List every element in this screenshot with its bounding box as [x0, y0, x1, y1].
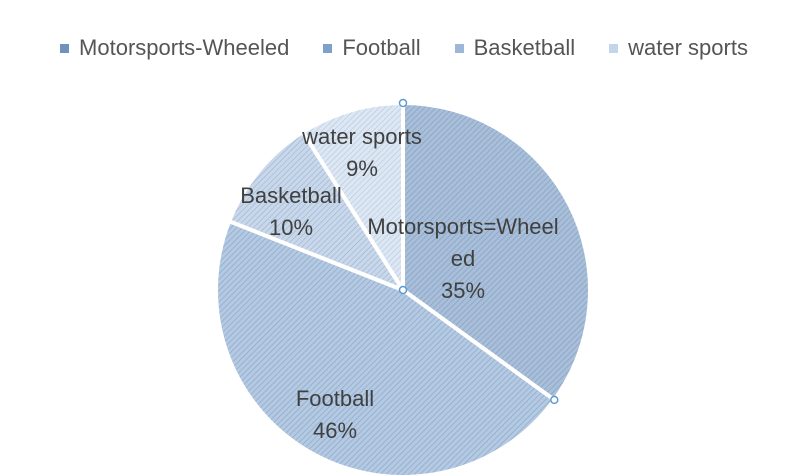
- slice-label-line: 35%: [441, 278, 485, 303]
- selection-handle[interactable]: [398, 98, 408, 108]
- slice-label-line: 10%: [269, 215, 313, 240]
- slice-labels: Motorsports=Wheel ed 35% Football 46% Basketb…: [240, 124, 558, 443]
- slice-label-motorsports: Motorsports=Wheel ed 35%: [367, 214, 558, 303]
- slice-label-line: Basketball: [240, 183, 342, 208]
- legend-label-basketball: Basketball: [473, 35, 576, 60]
- legend-label-motorsports: Motorsports-Wheeled: [79, 35, 290, 60]
- legend-item-football: Football: [323, 35, 421, 61]
- pie-slice-motorsports[interactable]: [401, 101, 592, 402]
- legend-item-motorsports: Motorsports-Wheeled: [60, 35, 289, 61]
- selection-handles: [398, 98, 559, 405]
- slice-label-football: Football 46%: [296, 386, 374, 443]
- slice-label-line: 46%: [313, 418, 357, 443]
- slice-label-line: 9%: [346, 156, 378, 181]
- selection-handle[interactable]: [550, 395, 559, 405]
- slice-label-line: Football: [296, 386, 374, 411]
- slice-label-line: water sports: [301, 124, 422, 149]
- slice-label-water-sports: water sports 9%: [301, 124, 422, 181]
- legend-swatch-basketball: [454, 43, 464, 53]
- legend-label-football: Football: [342, 35, 421, 60]
- slice-label-basketball: Basketball 10%: [240, 183, 342, 240]
- legend-item-water-sports: water sports: [609, 35, 748, 61]
- slice-label-line: ed: [451, 246, 475, 271]
- legend-swatch-water-sports: [609, 43, 619, 53]
- slice-label-line: Motorsports=Wheel: [367, 214, 558, 239]
- pie-slice-basketball[interactable]: [227, 130, 405, 292]
- chart-legend: Motorsports-Wheeled Football Basketball …: [0, 30, 808, 66]
- legend-swatch-motorsports: [60, 43, 70, 53]
- legend-label-water-sports: water sports: [628, 35, 748, 60]
- pie-slices: [214, 101, 592, 475]
- pie-slice-football[interactable]: [214, 219, 557, 475]
- legend-item-basketball: Basketball: [454, 35, 576, 61]
- legend-swatch-football: [323, 43, 333, 53]
- selection-handle[interactable]: [398, 285, 408, 295]
